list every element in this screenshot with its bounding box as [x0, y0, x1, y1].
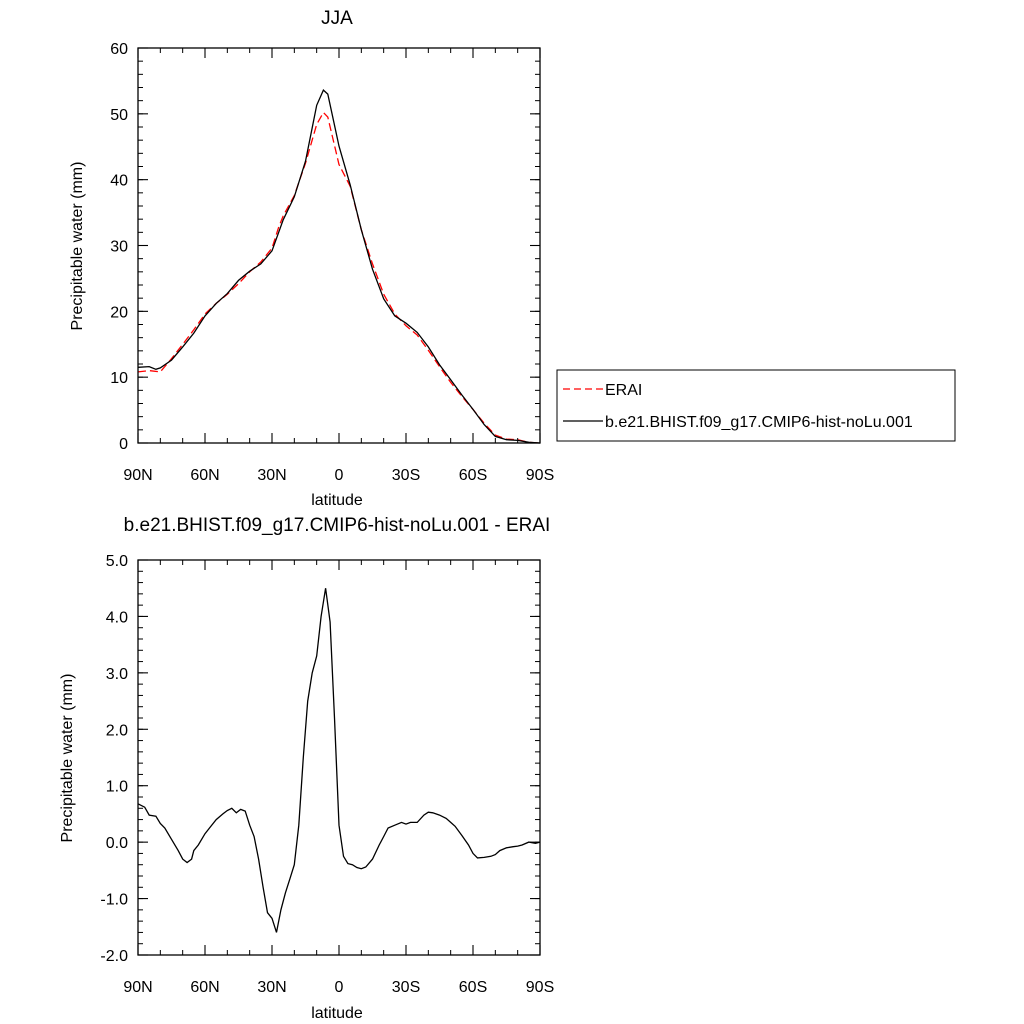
chart-top: JJA 90N 60N 30N 0 30S 60S 90S 0 10 20 30 40 50 60 lat… [69, 8, 554, 509]
x-tick-label: 90N [123, 979, 152, 996]
y-tick-label: 4.0 [106, 609, 128, 626]
legend-label-model: b.e21.BHIST.f09_g17.CMIP6-hist-noLu.001 [605, 414, 913, 431]
x-tick-label: 60N [190, 467, 219, 484]
x-axis-label: latitude [311, 1005, 363, 1022]
y-tick-label: 3.0 [106, 666, 128, 683]
x-tick-label: 90S [526, 467, 554, 484]
y-tick-label: 30 [110, 239, 128, 256]
y-tick-label: 5.0 [106, 553, 128, 570]
x-tick-label: 90S [526, 979, 554, 996]
chart-title: b.e21.BHIST.f09_g17.CMIP6-hist-noLu.001 … [124, 515, 551, 536]
x-tick-label: 90N [123, 467, 152, 484]
y-tick-label: 1.0 [106, 779, 128, 796]
y-tick-label: 0.0 [106, 835, 128, 852]
y-tick-label: 10 [110, 370, 128, 387]
legend-label-erai: ERAI [605, 382, 642, 399]
y-tick-label: 0 [119, 436, 128, 453]
x-tick-label: 0 [335, 979, 344, 996]
legend-box [556, 369, 956, 442]
series-line-1 [137, 89, 541, 444]
x-tick-label: 60S [459, 979, 487, 996]
y-tick-label: 20 [110, 304, 128, 321]
plot-frame [137, 559, 541, 956]
plot-frame [137, 47, 541, 444]
y-tick-label: 40 [110, 173, 128, 190]
x-tick-label: 0 [335, 467, 344, 484]
series-line-0 [137, 588, 541, 933]
x-tick-label: 60N [190, 979, 219, 996]
y-tick-label: 2.0 [106, 722, 128, 739]
x-tick-label: 30S [392, 979, 420, 996]
x-tick-label: 30N [257, 467, 286, 484]
chart-title: JJA [321, 8, 353, 29]
x-tick-label: 60S [459, 467, 487, 484]
chart-bottom: b.e21.BHIST.f09_g17.CMIP6-hist-noLu.001 … [59, 515, 554, 1022]
x-tick-label: 30N [257, 979, 286, 996]
x-axis-label: latitude [311, 492, 363, 509]
series-line-0 [137, 111, 541, 444]
y-axis-label: Precipitable water (mm) [69, 162, 86, 331]
y-tick-label: 50 [110, 107, 128, 124]
x-tick-label: 30S [392, 467, 420, 484]
legend: ERAI b.e21.BHIST.f09_g17.CMIP6-hist-noLu… [556, 369, 956, 442]
y-tick-label: -2.0 [100, 948, 128, 965]
y-axis-label: Precipitable water (mm) [59, 674, 76, 843]
y-tick-label: 60 [110, 41, 128, 58]
y-tick-label: -1.0 [100, 892, 128, 909]
